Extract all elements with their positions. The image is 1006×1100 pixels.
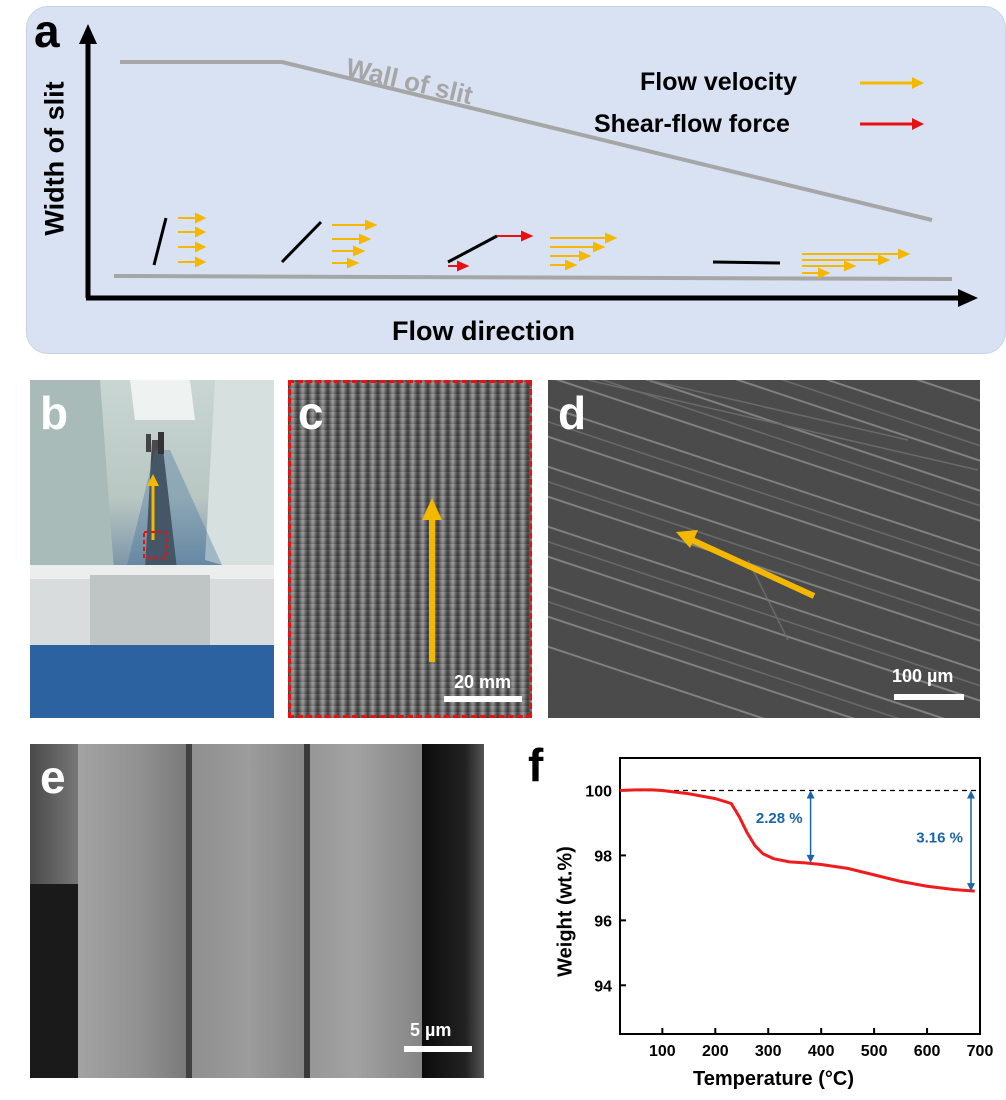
- plot-frame: [619, 757, 981, 1035]
- x-tick-label: 100: [649, 1043, 676, 1060]
- x-tick-label: 500: [861, 1043, 888, 1060]
- chart-xlabel: Temperature (°C): [693, 1068, 854, 1090]
- legend-flow-velocity-arrow: [860, 77, 924, 89]
- x-axis-arrowhead: [958, 289, 978, 307]
- panel-c-arrow: [422, 498, 442, 662]
- annotation-arrow-1-head-top: [806, 790, 815, 799]
- panel-letter-a: a: [34, 5, 60, 57]
- fiber-segment: [447, 234, 498, 264]
- upper-slit-wall: [120, 60, 933, 222]
- panel-c-photo: 20 mm: [288, 380, 532, 718]
- flow-arrows-group: [550, 232, 618, 271]
- panel-a-ylabel: Width of slit: [39, 81, 70, 236]
- annotation-arrow-1-head-bottom: [806, 854, 815, 863]
- y-tick-label: 98: [594, 848, 612, 865]
- panel-d-sem-image: 100 µm: [548, 380, 980, 718]
- annotation-label-2: 3.16 %: [916, 829, 963, 846]
- chart-ylabel: Weight (wt.%): [554, 846, 577, 977]
- panel-f-tga-chart: 100 200 300 400 500 600 700 94 96 98 100 2.28 % 3.16…: [585, 757, 994, 1060]
- y-tick-label: 100: [585, 783, 612, 800]
- panel-d-fibers: [548, 380, 980, 718]
- x-tick-label: 200: [702, 1043, 729, 1060]
- panel-d-scalebar-label: 100 µm: [892, 666, 954, 686]
- chart-ylabel-wrap: Weight (wt.%): [555, 822, 577, 977]
- zoom-region-border: [288, 380, 532, 718]
- panel-letter-e: e: [40, 751, 66, 803]
- annotation-arrow-2-head-top: [967, 790, 975, 799]
- flow-arrows-group: [178, 212, 207, 268]
- fiber-segment: [712, 260, 781, 265]
- panel-a-xlabel: Flow direction: [392, 316, 576, 346]
- panel-letter-b: b: [40, 387, 69, 439]
- fiber-segment: [280, 220, 323, 264]
- panel-letter-c: c: [298, 387, 324, 439]
- annotation-label-1: 2.28 %: [756, 810, 803, 827]
- panel-letter-f: f: [528, 739, 544, 791]
- y-tick-label: 96: [594, 913, 612, 930]
- legend-shear-flow-label: Shear-flow force: [594, 110, 790, 138]
- panel-e-scalebar-label: 5 µm: [410, 1020, 452, 1040]
- x-tick-label: 400: [808, 1043, 835, 1060]
- panel-c-scalebar-label: 20 mm: [454, 672, 512, 692]
- y-axis-arrowhead: [79, 24, 97, 44]
- fiber-segment: [152, 217, 168, 266]
- panel-b-photo: [30, 380, 274, 718]
- flow-arrows-group: [802, 248, 911, 279]
- panel-letter-d: d: [558, 387, 587, 439]
- panel-b-scene: [30, 380, 274, 718]
- panel-d-scalebar: [894, 694, 964, 700]
- lower-slit-wall: [113, 274, 953, 281]
- x-tick-label: 300: [755, 1043, 782, 1060]
- flow-arrows-group: [332, 219, 378, 269]
- panel-a-drawing: [79, 24, 978, 307]
- tga-curve: [619, 788, 975, 893]
- annotation-arrow-2-head-bottom: [967, 883, 975, 892]
- y-tick-label: 94: [594, 978, 612, 995]
- x-tick-label: 600: [914, 1043, 941, 1060]
- shear-arrows-group: [448, 230, 534, 272]
- panel-a-ylabel-wrap: Width of slit: [40, 58, 70, 258]
- panel-c-scalebar: [444, 696, 522, 702]
- x-tick-label: 700: [967, 1043, 994, 1060]
- legend-flow-velocity-label: Flow velocity: [640, 68, 797, 96]
- legend-shear-flow-arrow: [860, 118, 924, 130]
- panel-e-scalebar: [404, 1046, 472, 1052]
- panel-e-sem-image: 5 µm: [30, 744, 484, 1078]
